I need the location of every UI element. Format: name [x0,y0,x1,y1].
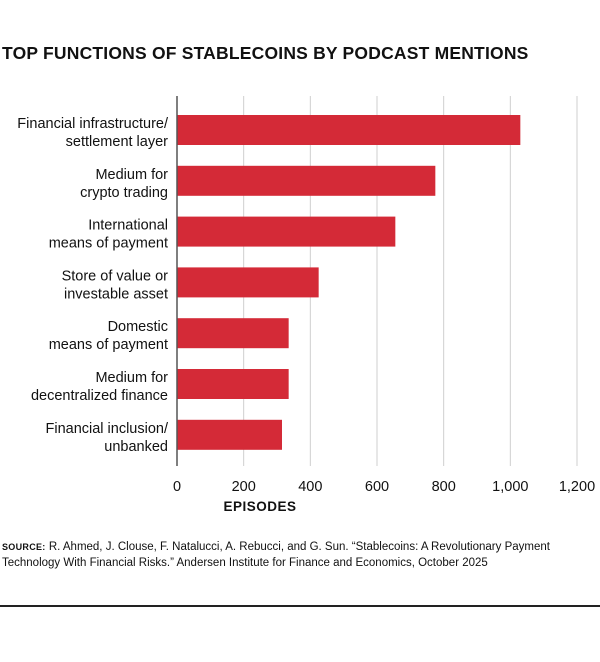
bar [177,267,319,298]
category-label-line: Financial infrastructure/ [17,116,169,132]
chart-title: TOP FUNCTIONS OF STABLECOINS BY PODCAST … [2,43,529,63]
bar [177,369,289,399]
x-tick-label: 0 [173,479,181,495]
category-label: Domestic means of payment [49,319,168,353]
category-label-line: International [88,218,168,234]
category-label-line: decentralized finance [31,388,168,404]
bar [177,165,436,196]
x-tick-label: 400 [298,479,322,495]
category-label-line: settlement layer [66,134,169,150]
category-label-line: Store of value or [62,268,169,284]
category-label: International means of payment [49,218,168,252]
category-label: Financial infrastructure/settlement laye… [17,116,169,150]
category-label-line: investable asset [64,286,168,302]
x-tick-label: 800 [432,479,456,495]
category-label: Financial inclusion/unbanked [45,421,168,455]
x-tick-label: 1,000 [492,479,528,495]
x-tick-label: 1,200 [559,479,595,495]
x-tick-label: 600 [365,479,389,495]
source-note: SOURCE: R. Ahmed, J. Clouse, F. Natalucc… [2,539,598,571]
category-label-line: Financial inclusion/ [45,421,168,437]
source-text: R. Ahmed, J. Clouse, F. Natalucci, A. Re… [2,541,550,569]
bar [177,115,521,145]
category-label-line: means of payment [49,337,168,353]
bar [177,216,396,247]
source-label: SOURCE: [2,542,46,552]
category-label: Store of value or investable asset [62,268,169,302]
category-label-line: Medium for [95,370,168,386]
category-label-line: Domestic [108,319,168,335]
category-label-line: means of payment [49,236,168,252]
bar [177,419,282,450]
category-label-line: crypto trading [80,185,168,201]
x-tick-label: 200 [232,479,256,495]
category-label-line: Medium for [95,167,168,183]
category-label: Medium for crypto trading [80,167,168,201]
bar [177,318,289,349]
x-axis-label: EPISODES [223,499,296,514]
category-label: Medium for decentralized finance [31,370,168,404]
bottom-divider [0,605,600,607]
category-label-line: unbanked [104,439,168,455]
